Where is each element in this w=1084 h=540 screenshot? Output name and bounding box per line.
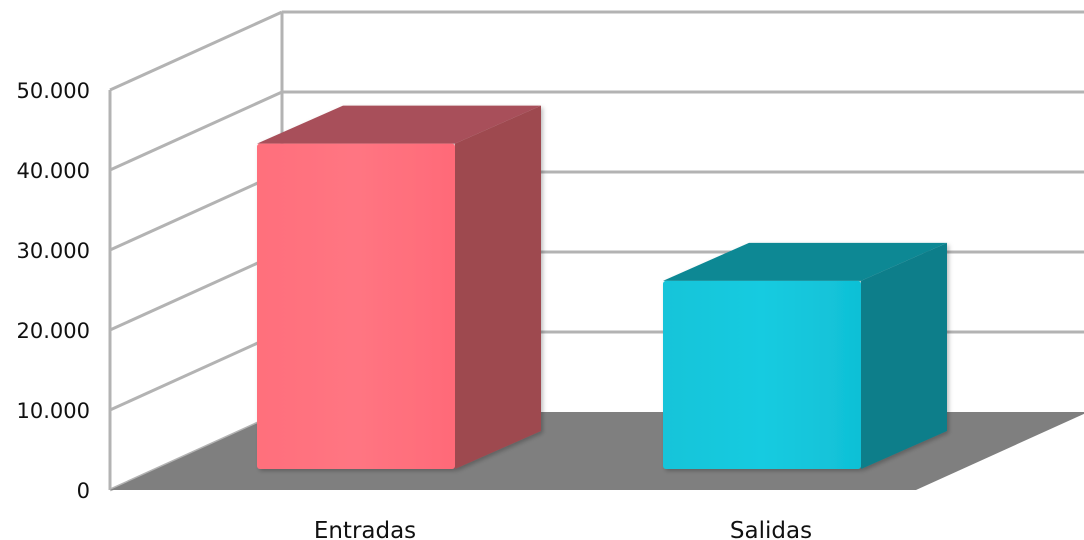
bars-group — [257, 105, 947, 469]
y-tick-label: 10.000 — [17, 399, 90, 423]
y-tick-label: 40.000 — [17, 159, 90, 183]
bar-side-face — [861, 242, 947, 469]
x-axis-labels: Entradas Salidas — [314, 518, 812, 540]
y-tick-label: 50.000 — [17, 79, 90, 103]
bar-top-face — [663, 242, 947, 281]
y-tick-label: 30.000 — [17, 239, 90, 263]
bar-front-face — [257, 143, 455, 469]
x-category-label: Salidas — [730, 518, 812, 540]
side-wall-gridline — [109, 330, 283, 412]
y-tick-label: 0 — [77, 479, 90, 503]
bar-top-face — [257, 105, 541, 144]
side-wall-gridline — [109, 170, 283, 252]
bar-entradas — [257, 105, 541, 469]
y-axis-ticks: 0 10.000 20.000 30.000 40.000 50.000 — [17, 79, 90, 503]
side-wall-gridline — [109, 10, 283, 92]
side-wall-gridline — [109, 90, 283, 172]
y-tick-label: 20.000 — [17, 319, 90, 343]
bar-salidas — [663, 242, 947, 469]
bar-side-face — [455, 105, 541, 469]
bar-front-face — [663, 280, 861, 469]
side-wall-gridline — [109, 250, 283, 332]
x-category-label: Entradas — [314, 518, 416, 540]
